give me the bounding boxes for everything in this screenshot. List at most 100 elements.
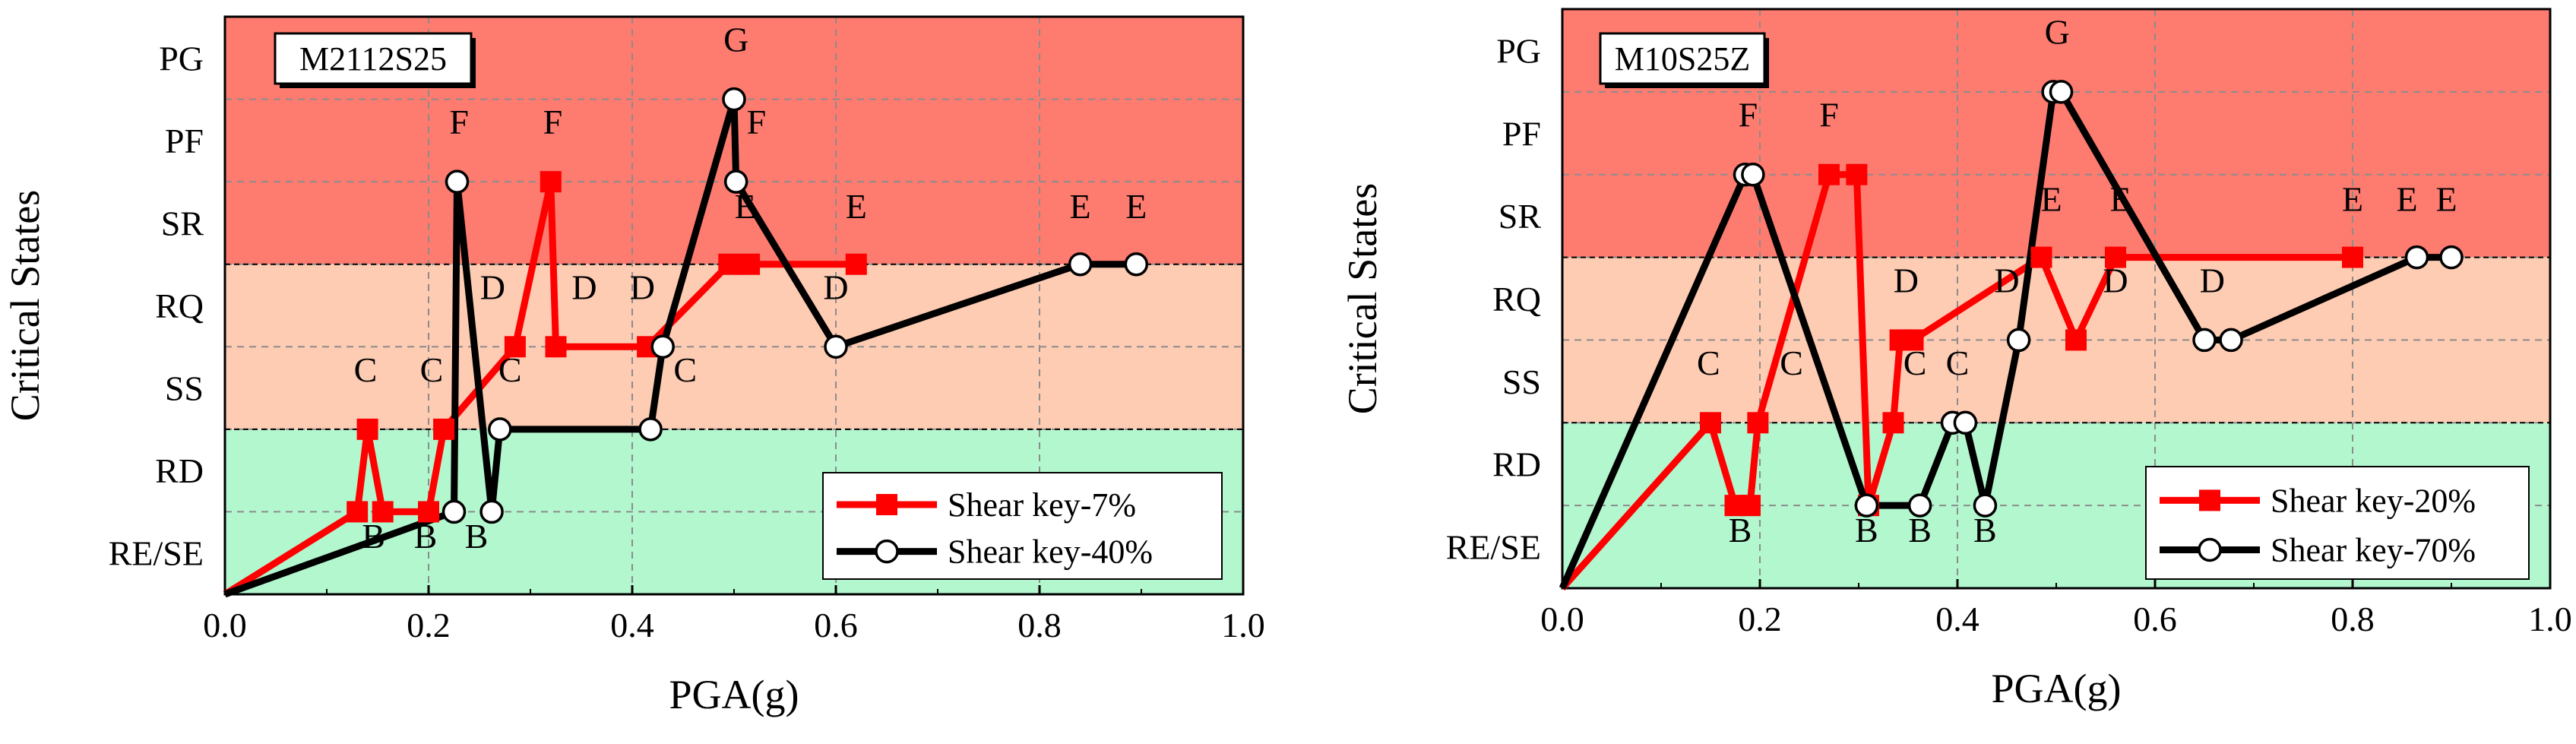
data-point-circle [650, 334, 675, 359]
data-point-circle [1953, 410, 1978, 435]
data-point-square [2105, 246, 2126, 268]
y-tick-label: RQ [1492, 280, 1541, 318]
point-label: D [480, 268, 505, 306]
x-tick-label: 0.6 [2133, 600, 2177, 638]
legend-marker-square [2199, 489, 2220, 511]
data-point-square [418, 501, 439, 523]
data-point-square [2342, 246, 2363, 268]
y-tick-label: SS [1502, 363, 1541, 401]
point-label: F [543, 103, 563, 141]
point-label: E [1070, 187, 1091, 226]
data-point-circle [824, 334, 848, 359]
chart-title: M10S25Z [1615, 40, 1750, 78]
data-point-square [739, 253, 761, 275]
x-tick-label: 1.0 [1221, 606, 1265, 644]
x-tick-label: 0.8 [1017, 606, 1062, 644]
x-tick-label: 0.4 [610, 606, 654, 644]
point-label: C [498, 350, 522, 389]
data-point-square [2030, 246, 2052, 268]
data-point-circle [1973, 493, 1998, 518]
data-point-square [356, 418, 378, 440]
x-axis-label: PGA(g) [669, 672, 799, 717]
chart-title: M2112S25 [299, 40, 447, 78]
data-point-circle [723, 169, 748, 194]
point-label: E [2435, 180, 2457, 219]
data-point-circle [488, 417, 512, 442]
x-tick-label: 1.0 [2528, 600, 2572, 638]
y-tick-label: PF [165, 122, 204, 160]
chart-panel-2: 0.0 0.2 0.4 0.6 0.8 1.0 RE/SE RD SS RQ SR PF PG PGA(g… [1340, 8, 2572, 711]
x-tick-label: 0.8 [2331, 600, 2375, 638]
point-label: G [2045, 13, 2070, 52]
data-point-circle [2219, 328, 2243, 353]
point-label: B [414, 517, 438, 556]
data-point-square [540, 171, 562, 193]
data-point-square [845, 253, 867, 275]
data-point-square [1882, 412, 1904, 434]
point-label: F [1819, 96, 1839, 135]
point-label: D [823, 268, 848, 306]
y-tick-label: SR [161, 204, 204, 242]
point-label: E [2109, 180, 2131, 219]
data-point-circle [1068, 252, 1093, 277]
x-tick-label: 0.4 [1935, 600, 1979, 638]
x-tick-label: 0.6 [814, 606, 858, 644]
point-label: B [1855, 511, 1878, 549]
x-tick-label: 0.0 [1540, 600, 1584, 638]
y-axis-label: Critical States [2, 190, 48, 421]
y-axis-label: Critical States [1340, 183, 1385, 414]
point-label: E [2396, 180, 2417, 219]
data-point-circle [1854, 493, 1879, 518]
data-point-square [2065, 329, 2087, 351]
data-point-square [1902, 329, 1924, 351]
point-label: B [1729, 511, 1752, 549]
point-label: G [723, 21, 748, 59]
data-point-square [1700, 412, 1721, 434]
data-point-circle [638, 417, 663, 442]
point-label: D [1994, 261, 2019, 299]
title-box [274, 32, 473, 85]
data-point-circle [1907, 493, 1932, 518]
data-point-square [1747, 412, 1769, 434]
peach-band [225, 264, 1243, 429]
data-point-circle [479, 499, 504, 524]
data-point-circle [2192, 328, 2217, 353]
point-label: E [846, 187, 867, 226]
point-label: F [1739, 96, 1758, 135]
data-point-square [347, 501, 369, 523]
point-label: F [747, 103, 767, 141]
legend-marker-circle [2198, 537, 2222, 562]
point-label: C [1946, 344, 1970, 382]
data-point-square [433, 418, 455, 440]
point-label: B [1908, 511, 1932, 549]
data-point-square [1818, 163, 1840, 185]
y-tick-label: PG [1496, 31, 1541, 70]
point-label: E [735, 187, 756, 226]
point-label: D [2103, 261, 2128, 299]
legend-label-1: Shear key-7% [948, 486, 1136, 524]
point-label: F [449, 103, 469, 141]
point-label: E [2342, 180, 2363, 219]
data-point-square [718, 253, 740, 275]
data-point-circle [722, 87, 746, 112]
y-tick-label: RD [1492, 445, 1541, 484]
x-tick-label: 0.2 [407, 606, 451, 644]
legend-marker-square [876, 494, 897, 515]
point-label: C [354, 350, 378, 389]
y-tick-label: PG [159, 39, 204, 78]
point-label: B [1973, 511, 1997, 549]
title-box [1599, 32, 1766, 85]
point-label: B [362, 517, 385, 556]
y-tick-label: RE/SE [1446, 528, 1541, 567]
point-label: C [1780, 344, 1803, 382]
data-point-circle [2049, 80, 2074, 104]
chart-panel-1: 0.0 0.2 0.4 0.6 0.8 1.0 RE/SE RD SS RQ SR PF PG PGA(g… [2, 15, 1265, 717]
data-point-circle [445, 169, 470, 194]
y-tick-label: SS [165, 369, 204, 408]
y-tick-label: PF [1502, 114, 1541, 153]
y-tick-label: RE/SE [109, 534, 204, 573]
point-label: D [1894, 261, 1919, 299]
point-label: D [630, 268, 655, 306]
point-label: D [2200, 261, 2225, 299]
